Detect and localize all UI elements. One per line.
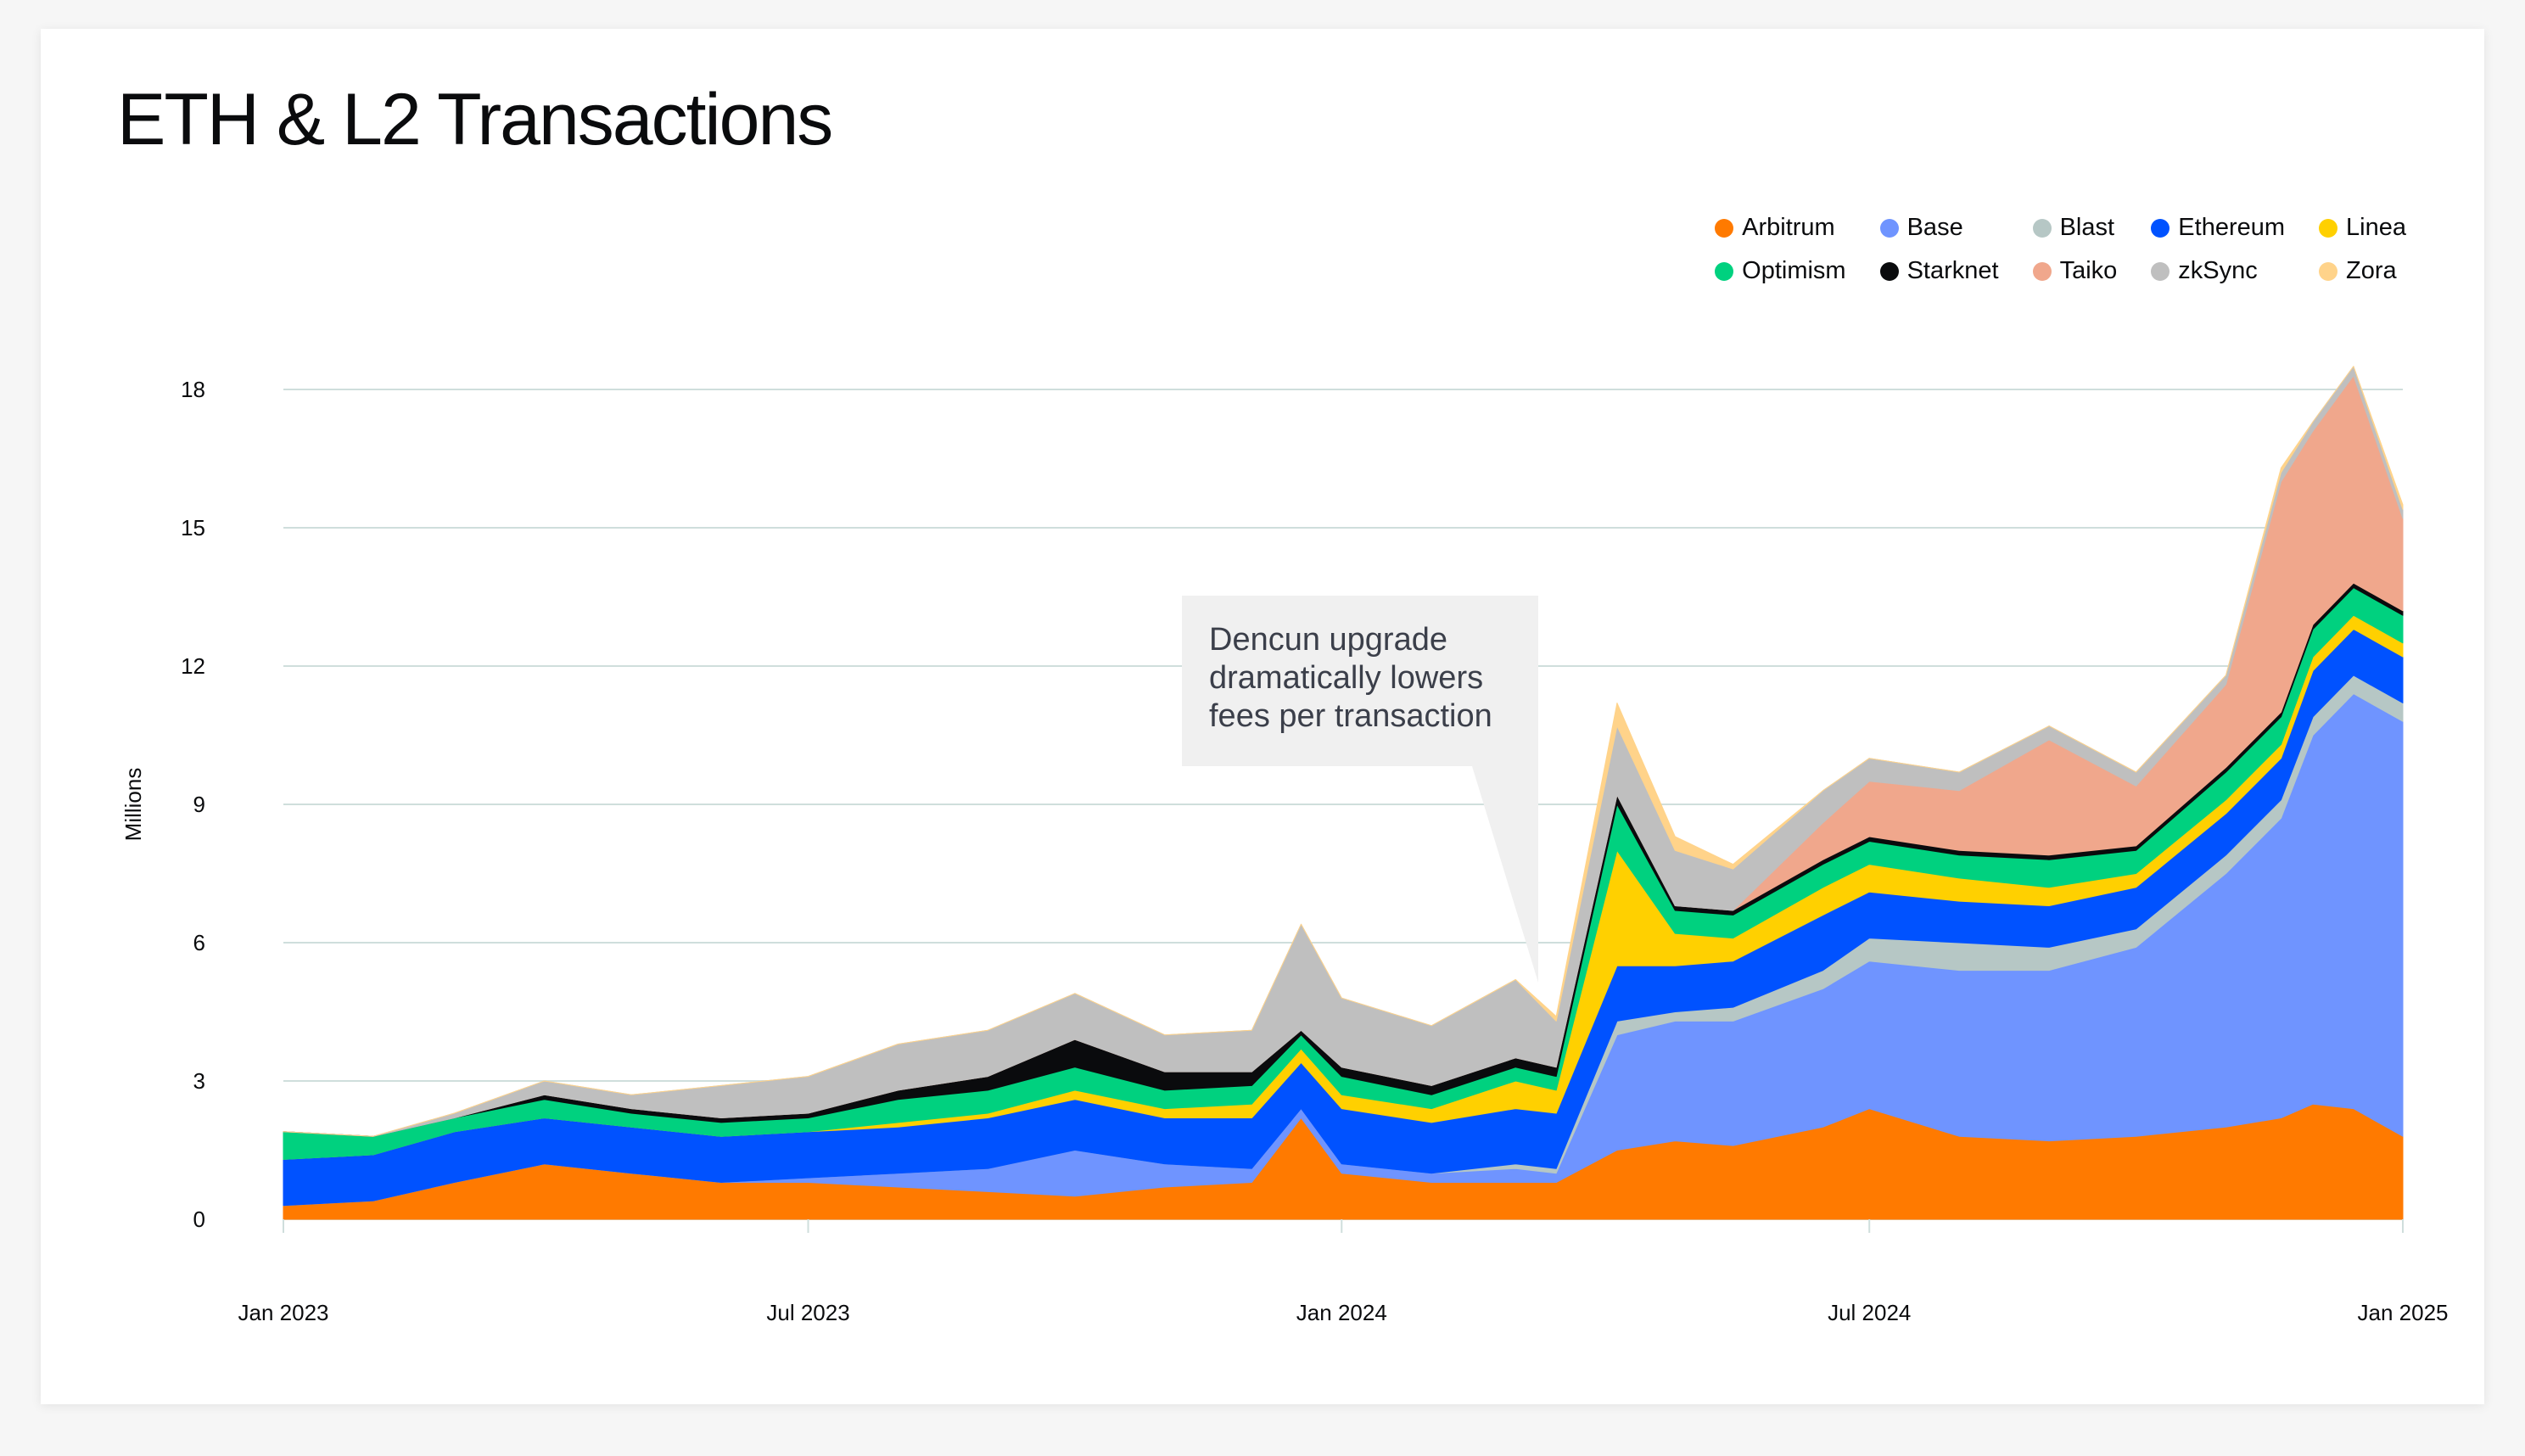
y-tick-label: 3 <box>193 1068 205 1094</box>
y-tick-label: 12 <box>181 653 205 679</box>
y-tick-label: 15 <box>181 515 205 540</box>
legend-dot-icon <box>2032 218 2052 238</box>
x-tick-label: Jan 2023 <box>238 1300 329 1325</box>
legend-label: Blast <box>2059 214 2115 241</box>
legend-item-blast[interactable]: Blast <box>2032 214 2118 242</box>
legend-dot-icon <box>1879 261 1899 281</box>
legend-item-base[interactable]: Base <box>1879 214 1999 242</box>
area-series <box>283 366 2404 1220</box>
y-tick-label: 9 <box>193 792 205 817</box>
legend-label: Arbitrum <box>1742 214 1835 241</box>
legend-label: Taiko <box>2059 257 2118 284</box>
x-tick-label: Jan 2025 <box>2358 1300 2449 1325</box>
legend-dot-icon <box>2151 261 2170 281</box>
annotation-line: Dencun upgrade <box>1209 622 1447 658</box>
legend-label: Starknet <box>1906 257 1999 284</box>
y-axis-ticks: 0 3 6 9 12 15 18 <box>181 377 205 1232</box>
legend-dot-icon <box>2319 218 2338 238</box>
legend-item-optimism[interactable]: Optimism <box>1715 257 1846 285</box>
y-tick-label: 18 <box>181 377 205 402</box>
legend-item-taiko[interactable]: Taiko <box>2032 257 2118 285</box>
y-tick-label: 6 <box>193 930 205 955</box>
annotation-line: fees per transaction <box>1209 698 1492 734</box>
legend-label: Linea <box>2346 214 2406 241</box>
legend-item-starknet[interactable]: Starknet <box>1879 257 1999 285</box>
x-axis-ticks: Jan 2023 Jul 2023 Jan 2024 Jul 2024 Jan 2025 <box>238 1219 2449 1325</box>
annotation-callout: Dencun upgrade dramatically lowers fees … <box>1182 596 1538 766</box>
area-zora <box>283 366 2404 1137</box>
legend-dot-icon <box>2151 218 2170 238</box>
legend-label: zkSync <box>2178 257 2258 284</box>
legend-label: Optimism <box>1742 257 1846 284</box>
legend-label: Zora <box>2346 257 2397 284</box>
legend-item-arbitrum[interactable]: Arbitrum <box>1715 214 1845 242</box>
x-tick-label: Jan 2024 <box>1296 1300 1387 1325</box>
legend-item-zora[interactable]: Zora <box>2319 257 2406 285</box>
legend-dot-icon <box>1879 218 1899 238</box>
chart-title: ETH & L2 Transactions <box>117 79 833 160</box>
legend-dot-icon <box>1715 218 1734 238</box>
legend-item-linea[interactable]: Linea <box>2319 214 2406 242</box>
y-axis-label: Millions <box>120 768 146 842</box>
annotation-pointer <box>1472 766 1538 983</box>
annotation-line: dramatically lowers <box>1209 660 1484 696</box>
legend-item-zksync[interactable]: zkSync <box>2151 257 2285 285</box>
legend-dot-icon <box>1715 261 1734 281</box>
legend-dot-icon <box>2319 261 2338 281</box>
legend-item-ethereum[interactable]: Ethereum <box>2151 214 2285 242</box>
x-tick-label: Jul 2023 <box>766 1300 849 1325</box>
legend-label: Base <box>1906 214 1963 241</box>
legend: Arbitrum Base Blast Ethereum Linea Optim… <box>1643 214 2406 285</box>
legend-dot-icon <box>2032 261 2052 281</box>
x-tick-label: Jul 2024 <box>1828 1300 1911 1325</box>
y-tick-label: 0 <box>193 1207 205 1232</box>
legend-label: Ethereum <box>2178 214 2286 241</box>
